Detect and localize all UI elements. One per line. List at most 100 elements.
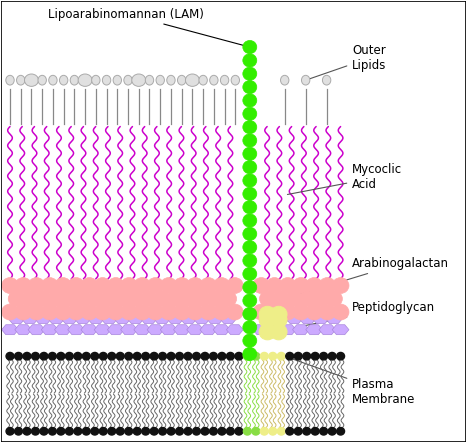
Polygon shape [187, 325, 203, 334]
Polygon shape [68, 325, 84, 334]
Polygon shape [266, 325, 283, 334]
Polygon shape [48, 314, 64, 324]
Ellipse shape [220, 75, 229, 85]
Circle shape [150, 427, 158, 435]
Circle shape [243, 214, 257, 227]
Circle shape [235, 427, 243, 435]
Polygon shape [154, 314, 171, 324]
Circle shape [252, 353, 260, 360]
Ellipse shape [177, 75, 186, 85]
Polygon shape [28, 325, 45, 334]
Circle shape [193, 291, 210, 307]
Circle shape [243, 134, 257, 147]
Circle shape [243, 160, 257, 174]
Circle shape [15, 427, 22, 435]
Circle shape [133, 427, 141, 435]
Circle shape [108, 278, 124, 293]
Circle shape [167, 353, 175, 360]
Ellipse shape [102, 75, 111, 85]
Ellipse shape [91, 75, 100, 85]
Ellipse shape [25, 74, 38, 86]
Circle shape [303, 353, 310, 360]
Circle shape [277, 427, 285, 435]
Circle shape [273, 291, 290, 307]
Circle shape [175, 353, 183, 360]
Circle shape [243, 147, 257, 160]
Circle shape [306, 278, 322, 293]
Circle shape [159, 427, 166, 435]
Circle shape [31, 353, 39, 360]
Circle shape [74, 353, 82, 360]
Circle shape [207, 291, 223, 307]
Circle shape [243, 120, 257, 134]
Circle shape [328, 353, 336, 360]
Circle shape [210, 427, 218, 435]
Circle shape [227, 427, 234, 435]
Circle shape [134, 278, 151, 293]
Ellipse shape [78, 74, 92, 86]
Circle shape [28, 278, 45, 293]
Circle shape [41, 304, 58, 320]
Circle shape [220, 291, 237, 307]
Circle shape [332, 278, 349, 293]
Circle shape [259, 324, 276, 340]
Text: Plasma
Membrane: Plasma Membrane [287, 357, 416, 405]
Polygon shape [61, 314, 78, 324]
Ellipse shape [17, 75, 25, 85]
Ellipse shape [322, 75, 331, 85]
Circle shape [294, 353, 302, 360]
Circle shape [201, 353, 209, 360]
Circle shape [243, 174, 257, 187]
Circle shape [259, 312, 276, 328]
Circle shape [243, 427, 251, 435]
Circle shape [108, 304, 124, 320]
Polygon shape [41, 325, 58, 334]
Circle shape [269, 353, 277, 360]
Circle shape [252, 427, 260, 435]
Circle shape [259, 306, 276, 322]
Circle shape [173, 304, 190, 320]
Circle shape [15, 353, 22, 360]
Circle shape [15, 304, 32, 320]
Circle shape [286, 427, 294, 435]
Polygon shape [15, 325, 32, 334]
Circle shape [319, 353, 328, 360]
Polygon shape [193, 314, 210, 324]
Circle shape [311, 427, 319, 435]
Circle shape [279, 304, 296, 320]
Polygon shape [173, 325, 190, 334]
Circle shape [286, 353, 294, 360]
Text: Peptidoglycan: Peptidoglycan [287, 301, 435, 329]
Circle shape [88, 291, 104, 307]
Circle shape [108, 353, 116, 360]
Ellipse shape [301, 75, 310, 85]
Circle shape [200, 304, 217, 320]
Circle shape [269, 427, 277, 435]
Circle shape [270, 324, 287, 340]
Circle shape [210, 353, 218, 360]
Circle shape [319, 304, 336, 320]
Circle shape [57, 427, 65, 435]
Circle shape [213, 278, 230, 293]
Circle shape [99, 353, 107, 360]
Circle shape [243, 280, 257, 294]
Circle shape [253, 304, 270, 320]
Polygon shape [306, 325, 322, 334]
Circle shape [243, 227, 257, 241]
Circle shape [125, 353, 133, 360]
Circle shape [142, 353, 150, 360]
Circle shape [270, 306, 287, 322]
Circle shape [114, 291, 131, 307]
Polygon shape [319, 325, 336, 334]
Circle shape [23, 353, 31, 360]
Ellipse shape [132, 74, 146, 86]
Circle shape [243, 40, 257, 54]
Polygon shape [213, 325, 230, 334]
Circle shape [48, 427, 56, 435]
Polygon shape [180, 314, 197, 324]
Circle shape [218, 427, 226, 435]
Polygon shape [121, 325, 137, 334]
Circle shape [294, 427, 302, 435]
Circle shape [311, 353, 319, 360]
Circle shape [81, 278, 98, 293]
